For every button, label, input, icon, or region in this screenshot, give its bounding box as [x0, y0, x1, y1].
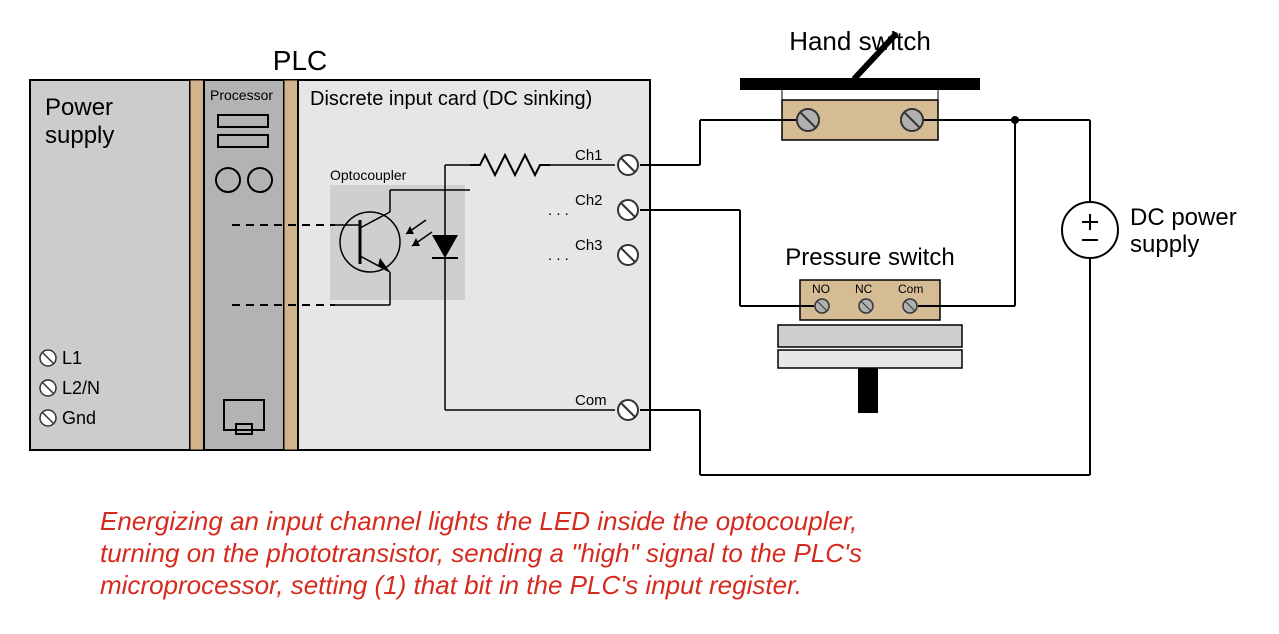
- optocoupler-label: Optocoupler: [330, 167, 407, 183]
- svg-text:Com: Com: [575, 392, 607, 409]
- svg-text:NC: NC: [855, 282, 873, 296]
- svg-text:Ch1: Ch1: [575, 147, 603, 164]
- dc-supply-title2: supply: [1130, 231, 1199, 258]
- plc-title: PLC: [273, 45, 327, 76]
- svg-text:. . .: . . .: [548, 247, 569, 264]
- svg-text:NO: NO: [812, 282, 830, 296]
- caption-line1: Energizing an input channel lights the L…: [100, 506, 857, 536]
- pressure-switch-title: Pressure switch: [785, 244, 954, 271]
- ps-terminal-gnd: Gnd: [40, 408, 96, 428]
- svg-text:. . .: . . .: [548, 202, 569, 219]
- processor-title: Processor: [210, 87, 273, 103]
- svg-text:L2/N: L2/N: [62, 378, 100, 398]
- power-supply-title1: Power: [45, 94, 113, 121]
- pressure-switch-icon: NO NC Com: [778, 280, 962, 413]
- svg-text:Com: Com: [898, 282, 923, 296]
- ps-terminal-l1: L1: [40, 348, 82, 368]
- caption-line3: microprocessor, setting (1) that bit in …: [100, 570, 802, 600]
- hand-switch-title: Hand switch: [789, 26, 931, 56]
- trim-left: [190, 80, 204, 450]
- trim-right: [284, 80, 298, 450]
- svg-text:Ch2: Ch2: [575, 192, 603, 209]
- caption-line2: turning on the phototransistor, sending …: [100, 538, 862, 568]
- input-card-title: Discrete input card (DC sinking): [310, 88, 592, 110]
- plc-discrete-input-diagram: Energizing an input channel lights the L…: [0, 0, 1279, 634]
- svg-text:Ch3: Ch3: [575, 237, 603, 254]
- svg-text:L1: L1: [62, 348, 82, 368]
- dc-supply-title1: DC power: [1130, 204, 1237, 231]
- dc-supply-icon: [1062, 202, 1118, 258]
- svg-text:Gnd: Gnd: [62, 408, 96, 428]
- power-supply-title2: supply: [45, 122, 114, 149]
- ps-terminal-l2n: L2/N: [40, 378, 100, 398]
